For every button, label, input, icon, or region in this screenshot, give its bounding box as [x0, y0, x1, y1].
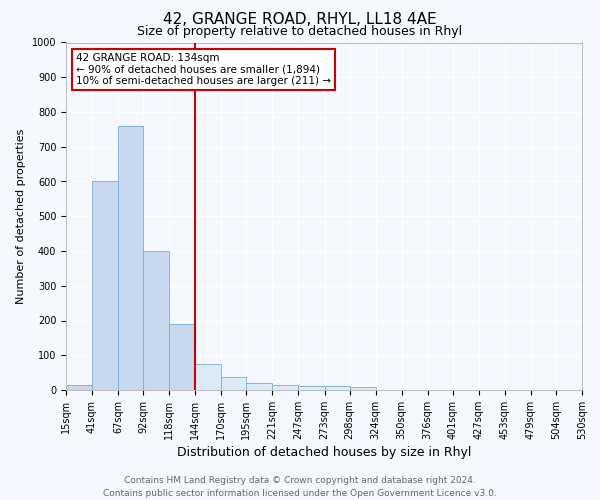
- Bar: [195, 364, 221, 390]
- Text: Contains HM Land Registry data © Crown copyright and database right 2024.
Contai: Contains HM Land Registry data © Crown c…: [103, 476, 497, 498]
- Bar: [272, 385, 298, 390]
- Bar: [92, 182, 118, 390]
- Bar: [221, 377, 247, 390]
- Bar: [247, 383, 272, 390]
- Bar: [169, 324, 195, 390]
- Text: 42 GRANGE ROAD: 134sqm
← 90% of detached houses are smaller (1,894)
10% of semi-: 42 GRANGE ROAD: 134sqm ← 90% of detached…: [76, 53, 331, 86]
- Bar: [118, 126, 143, 390]
- Bar: [325, 386, 350, 390]
- X-axis label: Distribution of detached houses by size in Rhyl: Distribution of detached houses by size …: [177, 446, 471, 459]
- Bar: [350, 387, 376, 390]
- Bar: [298, 386, 325, 390]
- Text: Size of property relative to detached houses in Rhyl: Size of property relative to detached ho…: [137, 25, 463, 38]
- Y-axis label: Number of detached properties: Number of detached properties: [16, 128, 26, 304]
- Bar: [66, 385, 92, 390]
- Bar: [143, 251, 169, 390]
- Text: 42, GRANGE ROAD, RHYL, LL18 4AE: 42, GRANGE ROAD, RHYL, LL18 4AE: [163, 12, 437, 28]
